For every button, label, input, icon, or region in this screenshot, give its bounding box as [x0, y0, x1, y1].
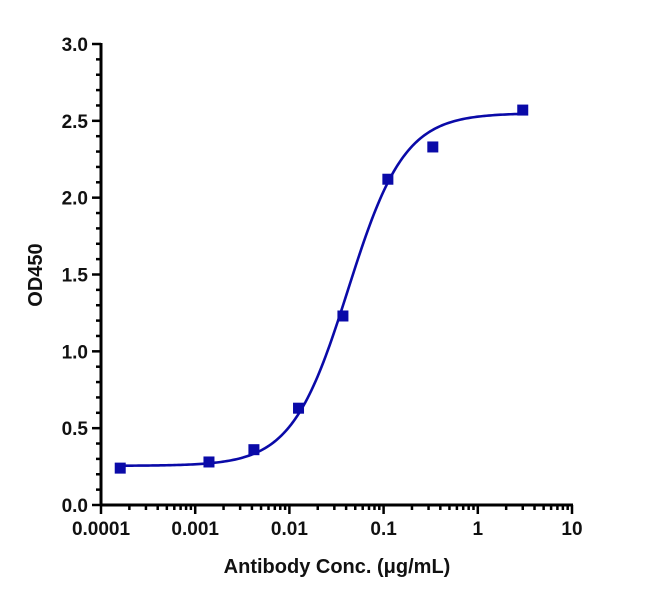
- y-tick-label: 0.5: [62, 419, 89, 440]
- data-point-marker: [427, 141, 439, 153]
- y-tick-label: 1.5: [62, 266, 89, 287]
- x-tick-label: 0.0001: [72, 519, 131, 540]
- x-tick-label: 0.001: [171, 519, 219, 540]
- x-tick-label: 0.1: [370, 519, 397, 540]
- x-tick-label: 1: [473, 519, 484, 540]
- data-point-marker: [114, 462, 126, 474]
- data-point-marker: [337, 310, 349, 322]
- data-points: [114, 104, 529, 474]
- y-tick-label: 3.0: [62, 35, 88, 56]
- y-axis: 0.0 0.5 1.0 1.5 2.0 2.5 3.0: [62, 35, 103, 517]
- data-point-marker: [382, 173, 394, 185]
- y-axis-title: OD450: [25, 243, 47, 306]
- data-point-marker: [293, 402, 305, 414]
- fit-curve: [120, 112, 523, 468]
- x-tick-label: 10: [561, 519, 582, 540]
- y-tick-label: 0.0: [62, 496, 88, 517]
- data-point-marker: [517, 104, 529, 116]
- x-axis: 0.0001 0.001 0.01 0.1 1 10: [72, 503, 583, 540]
- x-tick-label: 0.01: [271, 519, 308, 540]
- data-point-marker: [248, 444, 260, 456]
- data-point-marker: [203, 456, 215, 468]
- y-tick-label: 2.5: [62, 112, 89, 133]
- y-tick-label: 2.0: [62, 189, 88, 210]
- y-tick-label: 1.0: [62, 342, 88, 363]
- x-axis-title: Antibody Conc. (μg/mL): [224, 556, 451, 578]
